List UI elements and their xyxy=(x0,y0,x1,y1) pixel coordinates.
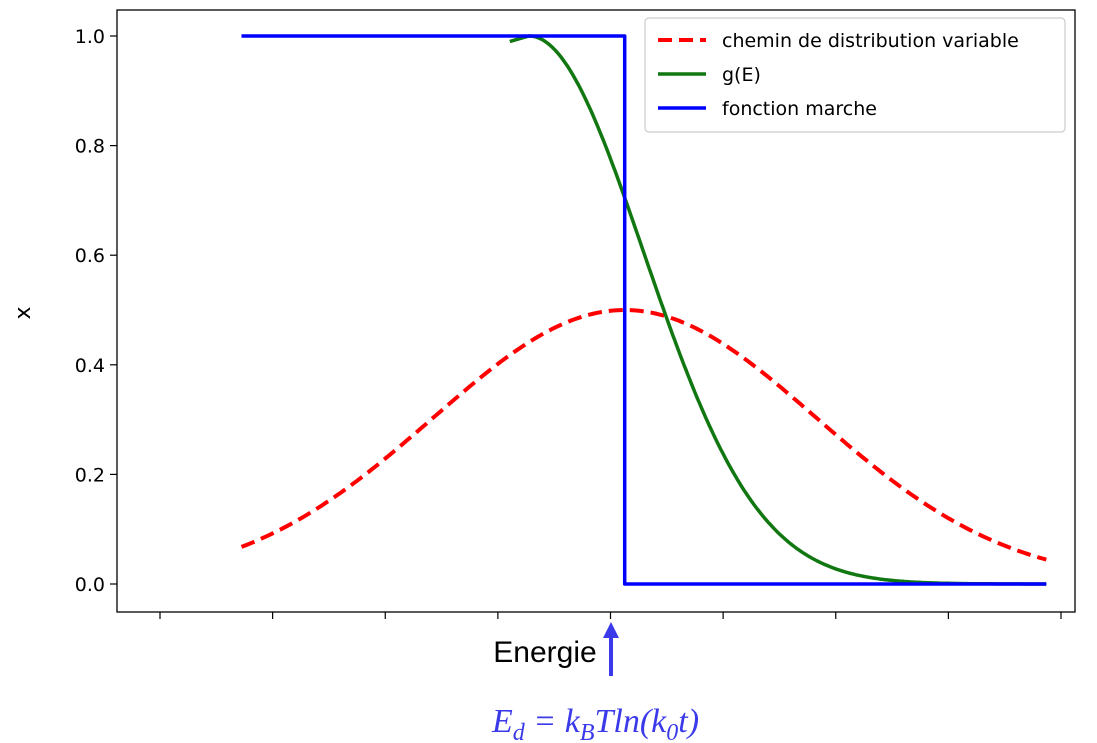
formula-annotation: Ed = kBTln(k0t) xyxy=(491,703,699,743)
plot-area xyxy=(116,9,1076,613)
x-axis-label: Energie xyxy=(493,636,596,669)
y-tick-label: 0.0 xyxy=(75,574,105,596)
energy-arrow xyxy=(603,622,619,676)
y-tick-label: 0.6 xyxy=(75,245,105,267)
series-line-0 xyxy=(240,308,1047,562)
y-tick-label: 0.8 xyxy=(75,136,105,158)
y-axis-ticks: 0.0 0.2 0.4 0.6 0.8 1.0 xyxy=(75,26,117,596)
series-line-2 xyxy=(241,34,1047,586)
legend: chemin de distribution variable g(E) fonct… xyxy=(644,17,1066,133)
y-tick-label: 0.4 xyxy=(75,355,105,377)
x-axis-ticks xyxy=(159,612,1062,619)
legend-label: chemin de distribution variable xyxy=(722,30,1019,52)
legend-box xyxy=(644,17,1066,133)
y-axis-label: x xyxy=(11,306,36,319)
legend-label: g(E) xyxy=(722,64,761,86)
plot-frame xyxy=(116,9,1076,613)
series-layer xyxy=(240,34,1047,586)
legend-label: fonction marche xyxy=(722,98,877,120)
y-tick-label: 0.2 xyxy=(75,464,105,486)
y-tick-label: 1.0 xyxy=(75,26,105,48)
